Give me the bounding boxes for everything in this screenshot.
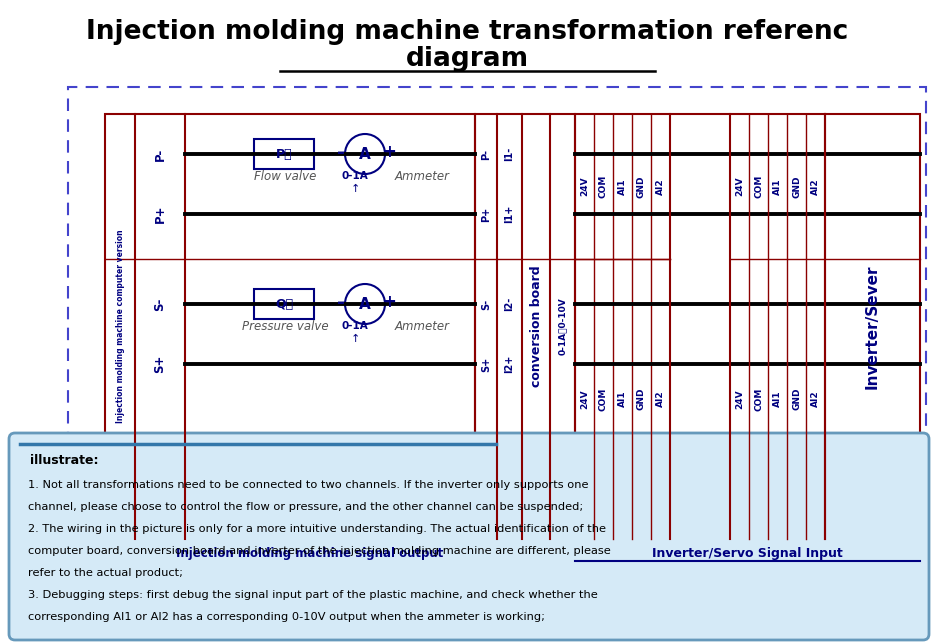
- Text: A: A: [359, 296, 371, 312]
- Text: -: -: [337, 292, 345, 312]
- Text: GND: GND: [792, 388, 801, 410]
- Text: I2+: I2+: [505, 355, 515, 373]
- Text: Flow valve: Flow valve: [254, 169, 316, 182]
- Text: GND: GND: [637, 175, 646, 198]
- Text: S-: S-: [481, 298, 491, 310]
- Text: AI2: AI2: [656, 391, 665, 407]
- Text: Injection molding machine transformation referenc: Injection molding machine transformation…: [86, 19, 848, 45]
- Text: GND: GND: [637, 388, 646, 410]
- Text: AI2: AI2: [811, 391, 820, 407]
- FancyBboxPatch shape: [9, 433, 929, 640]
- Text: COM: COM: [599, 175, 608, 198]
- Text: Q阀: Q阀: [275, 298, 293, 310]
- Text: ↑: ↑: [350, 334, 359, 344]
- Text: S-: S-: [154, 298, 167, 310]
- Text: A: A: [359, 146, 371, 162]
- Text: 0-1A: 0-1A: [341, 171, 369, 181]
- Text: I1-: I1-: [505, 147, 515, 161]
- Text: Ammeter: Ammeter: [395, 169, 450, 182]
- Text: diagram: diagram: [405, 46, 528, 72]
- Text: Ammeter: Ammeter: [395, 319, 450, 332]
- Text: +: +: [382, 293, 396, 311]
- Text: conversion board: conversion board: [529, 266, 542, 387]
- Text: computer board, conversion board and inverter of the injection molding machine a: computer board, conversion board and inv…: [28, 546, 611, 556]
- Text: 24V: 24V: [580, 389, 589, 409]
- Text: 24V: 24V: [580, 176, 589, 196]
- Text: AI1: AI1: [773, 391, 782, 407]
- Text: refer to the actual product;: refer to the actual product;: [28, 568, 183, 578]
- Text: P阀: P阀: [276, 147, 293, 160]
- Text: P+: P+: [481, 206, 491, 222]
- Text: Injection molding machine computer version: Injection molding machine computer versi…: [115, 230, 125, 423]
- Text: illustrate:: illustrate:: [30, 455, 98, 468]
- Text: P-: P-: [481, 149, 491, 160]
- Text: 1. Not all transformations need to be connected to two channels. If the inverter: 1. Not all transformations need to be co…: [28, 480, 588, 490]
- Text: Pressure valve: Pressure valve: [242, 319, 328, 332]
- Text: Inverter/Servo Signal Input: Inverter/Servo Signal Input: [652, 547, 843, 560]
- Text: +: +: [382, 143, 396, 161]
- Text: P+: P+: [154, 205, 167, 223]
- Text: GND: GND: [792, 175, 801, 198]
- Text: S+: S+: [154, 355, 167, 373]
- Text: corresponding AI1 or AI2 has a corresponding 0-10V output when the ammeter is wo: corresponding AI1 or AI2 has a correspon…: [28, 612, 545, 622]
- Text: -: -: [337, 142, 345, 162]
- Text: Inverter/Sever: Inverter/Sever: [865, 264, 880, 389]
- Text: COM: COM: [754, 175, 763, 198]
- Text: AI2: AI2: [811, 178, 820, 195]
- Text: 0-1A: 0-1A: [341, 321, 369, 331]
- Text: AI2: AI2: [656, 178, 665, 195]
- Text: COM: COM: [754, 387, 763, 411]
- Text: P-: P-: [154, 147, 167, 160]
- Text: 2. The wiring in the picture is only for a more intuitive understanding. The act: 2. The wiring in the picture is only for…: [28, 524, 606, 534]
- Text: AI1: AI1: [618, 391, 627, 407]
- Text: AI1: AI1: [773, 178, 782, 195]
- Text: ↑: ↑: [350, 184, 359, 194]
- Text: I1+: I1+: [505, 205, 515, 223]
- Text: 24V: 24V: [735, 176, 744, 196]
- Text: COM: COM: [599, 387, 608, 411]
- Text: AI1: AI1: [618, 178, 627, 195]
- Text: 0-1A转0-10V: 0-1A转0-10V: [558, 298, 567, 355]
- Text: channel, please choose to control the flow or pressure, and the other channel ca: channel, please choose to control the fl…: [28, 502, 583, 512]
- Text: 3. Debugging steps: first debug the signal input part of the plastic machine, an: 3. Debugging steps: first debug the sign…: [28, 590, 598, 600]
- Text: S+: S+: [481, 356, 491, 372]
- Text: I2-: I2-: [505, 297, 515, 311]
- Text: Injection molding machine signal output: Injection molding machine signal output: [176, 547, 444, 560]
- Text: 24V: 24V: [735, 389, 744, 409]
